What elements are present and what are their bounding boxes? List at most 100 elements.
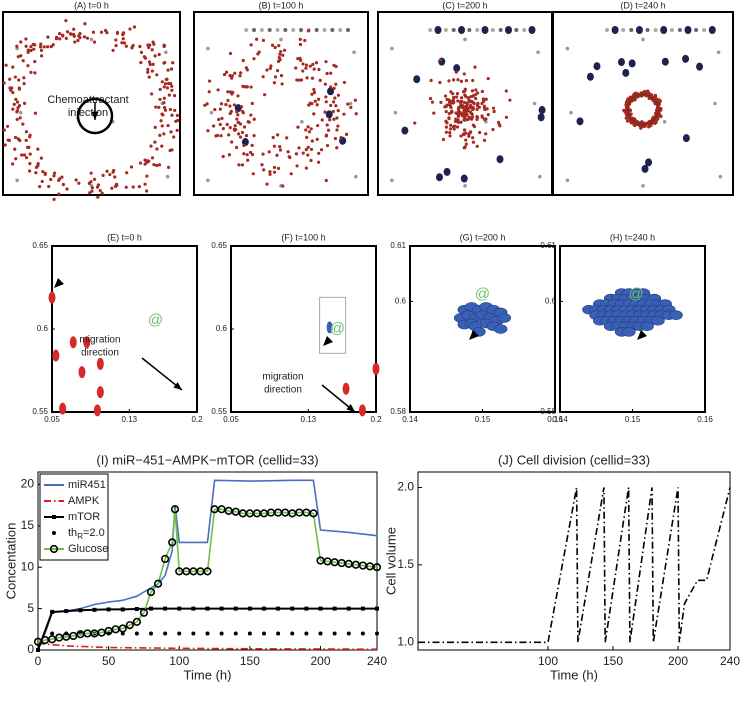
legend-label: Glucose [68,543,108,555]
cell [252,28,257,32]
cell [257,50,261,54]
cell [669,28,674,32]
cell [28,161,32,166]
cell [342,80,347,85]
cell [131,185,135,189]
cell [157,163,162,167]
cell [28,169,32,173]
panel-frame [230,245,377,413]
chemoattractant: @ [330,320,345,337]
cell [469,103,473,108]
cell [640,321,654,332]
panel-title: (A) t=0 h [74,0,109,10]
cell [338,28,343,32]
cell [449,123,453,127]
cell [13,135,18,140]
marker [375,631,379,636]
cell [33,111,37,115]
cell [276,133,280,137]
marker [163,606,168,611]
cell [139,50,144,55]
x-tick-label: 50 [102,654,116,668]
cell [456,78,460,82]
cell [669,310,683,320]
cell [28,133,32,137]
cell [429,78,433,83]
cell [166,165,171,169]
cell [219,134,223,138]
cell [219,102,224,106]
cell [148,43,152,47]
cell [238,74,242,78]
cell [52,171,57,175]
cell [64,18,68,23]
y-tick-label: 0.65 [211,241,227,250]
cell [464,142,468,146]
x-tick-label: 240 [367,654,387,668]
cell [228,104,232,108]
cell [448,130,452,135]
marker [203,567,212,576]
y-tick-label: 1.0 [397,634,414,648]
cell [2,81,6,85]
cell [19,40,23,44]
cell [298,37,302,41]
cell [240,130,245,135]
cell [15,178,19,183]
cell [48,291,56,304]
cell [441,137,446,142]
y-tick-label: 0.55 [211,407,227,416]
cell [459,134,463,138]
cell [18,110,23,115]
marker [360,631,365,636]
cell [324,178,328,183]
cell [294,152,298,156]
cell [283,28,288,32]
cell [275,28,280,32]
cell [716,50,721,55]
cell [270,43,275,47]
cell [229,109,233,114]
x-tick-label: 200 [668,654,688,668]
legend-label: AMPK [68,495,100,507]
cell [276,166,281,170]
cell [42,45,46,49]
cell [301,62,305,66]
cell [150,48,154,52]
cell [163,82,168,86]
cell [413,121,417,125]
cell [329,71,333,75]
cell [153,125,157,129]
cell [635,26,643,34]
cell [74,178,78,182]
cell [272,165,277,170]
cell [312,112,316,116]
cell [325,71,329,76]
cell [213,108,217,112]
cell [565,178,570,183]
x-tick-label: 0.05 [223,415,239,424]
cell [151,62,155,66]
cell [36,147,40,151]
cell [115,31,120,35]
cell [273,45,277,50]
marker [163,631,168,636]
cell [244,134,249,138]
cell [26,50,30,55]
cell [481,26,489,34]
cell [21,122,25,126]
cell [335,128,339,132]
cell [514,28,519,32]
cell [234,104,242,113]
x-tick-label: 150 [603,654,623,668]
marker [78,608,83,613]
cell [11,162,15,166]
series-line [418,487,731,644]
cell [278,52,282,56]
y-tick-label: 0.6 [37,324,49,333]
cell [158,97,162,102]
cell [342,112,346,116]
y-tick-label: 15 [21,518,35,532]
cell [312,90,317,95]
cell [281,184,285,188]
